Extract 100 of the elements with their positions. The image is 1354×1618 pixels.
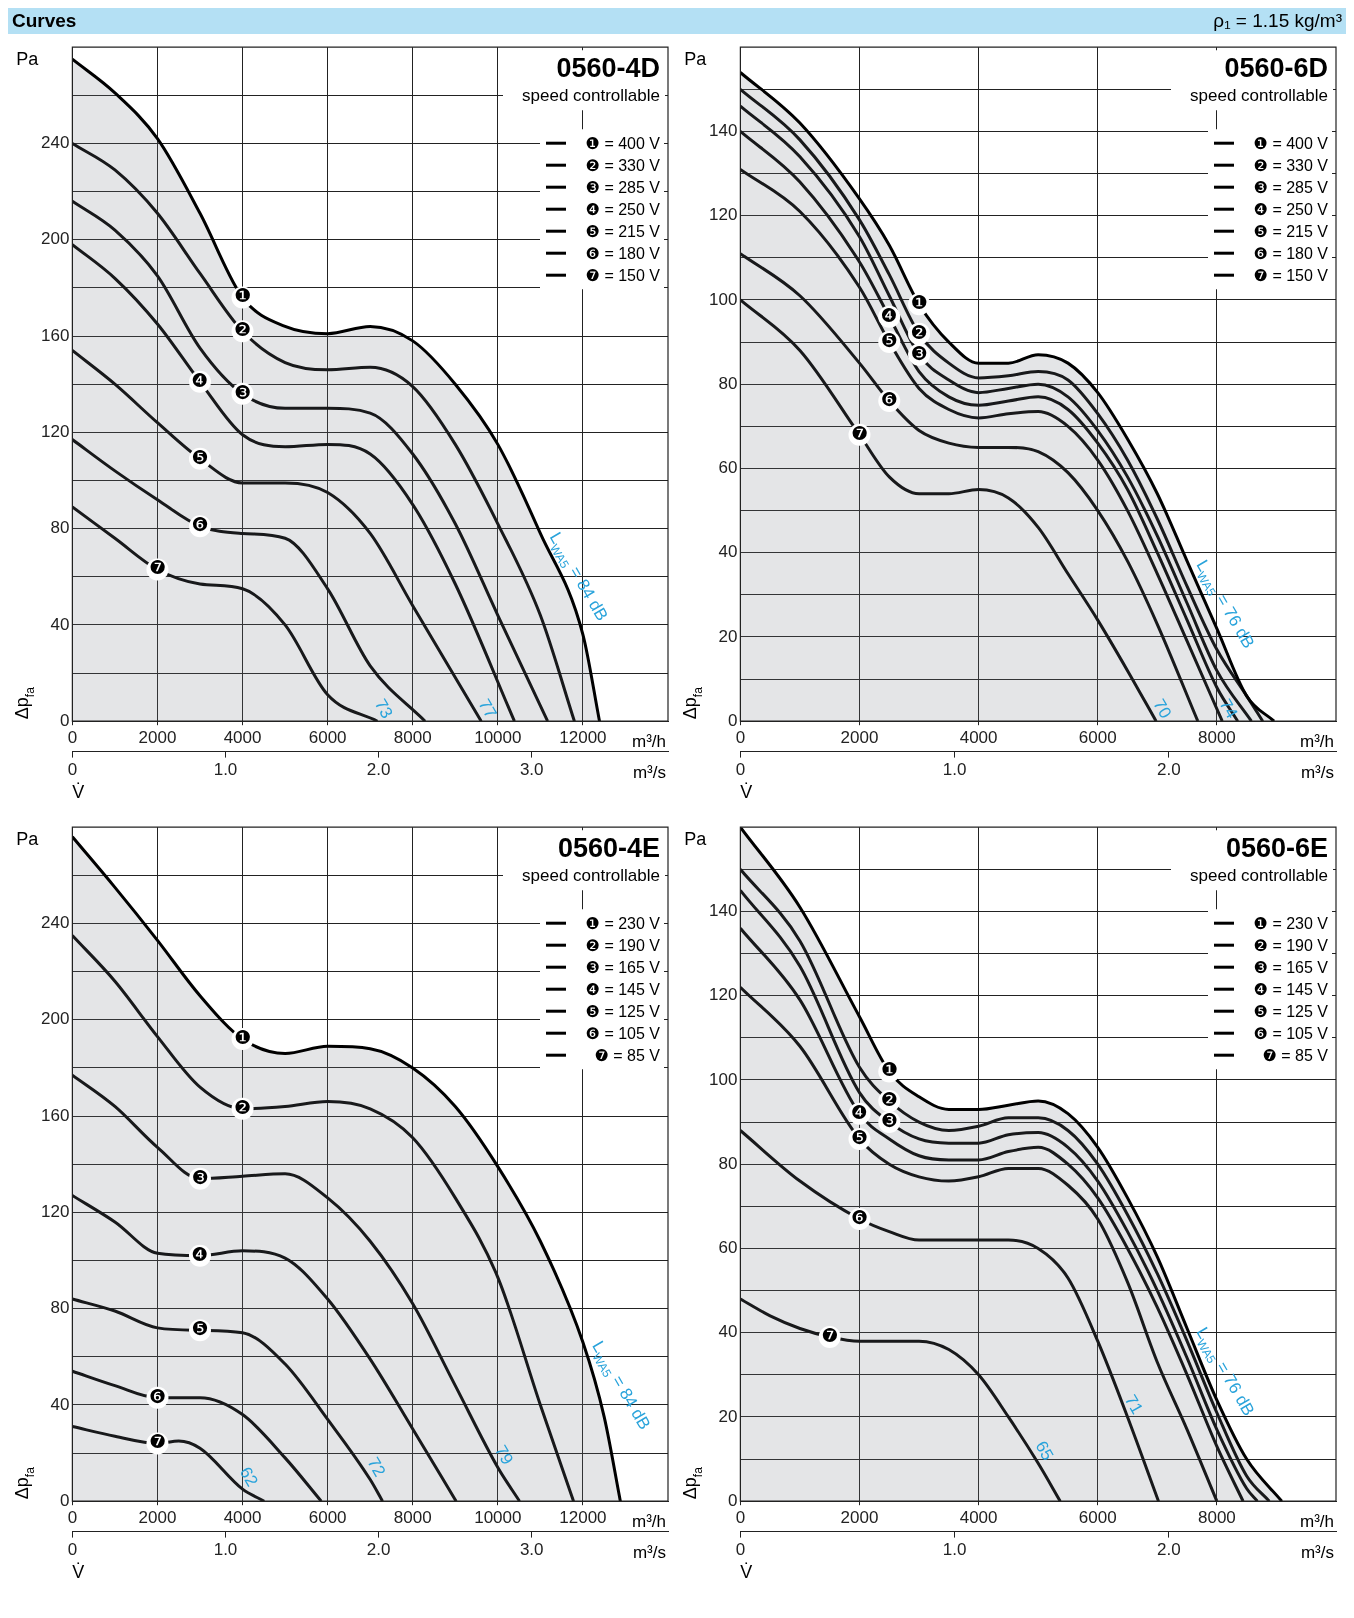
legend-label: ❶ = 230 V: [585, 915, 661, 933]
x2-tick-label: 2.0: [1157, 760, 1181, 780]
x-tick-label: 10000: [474, 1508, 522, 1528]
annotation: ❻: [850, 1205, 869, 1228]
annotation: ❼: [148, 556, 166, 579]
legend-label: ❺ = 215 V: [1253, 223, 1329, 241]
line-series: [72, 438, 427, 722]
legend-label: ❺ = 125 V: [585, 1003, 661, 1021]
y-axis-title: Δpfa: [12, 1466, 37, 1500]
y-tick-label: 160: [40, 325, 70, 345]
text: speed controllable: [1190, 866, 1328, 886]
y-axis-title: Δpfa: [680, 686, 705, 720]
legend-label: ❼ = 150 V: [585, 267, 661, 285]
annotation: ❷: [910, 320, 928, 343]
annotation: ❷: [234, 318, 252, 341]
y-tick-label: 60: [718, 1238, 738, 1258]
x-tick-label: 2000: [138, 1508, 177, 1528]
annotation: ❺: [880, 329, 898, 352]
legend-label: ❻ = 180 V: [585, 245, 661, 263]
annotation: 65: [1031, 1437, 1058, 1464]
annotation: ❶: [910, 291, 928, 314]
x-axis-title: m³/h: [1300, 1512, 1334, 1532]
line-series: [72, 1369, 323, 1502]
line-series: [72, 1073, 522, 1502]
y-tick-label: 200: [40, 229, 70, 249]
legend-label: ❺ = 215 V: [585, 223, 661, 241]
y-tick-label: 120: [708, 985, 738, 1005]
annotation: 72: [363, 1454, 390, 1480]
y-tick-label: 100: [708, 1069, 738, 1089]
annotation: ❼: [821, 1323, 839, 1346]
annotation: 71: [1120, 1391, 1147, 1418]
annotation: ❹: [850, 1100, 869, 1123]
x2-tick-label: 3.0: [519, 760, 544, 780]
annotation: ❺: [191, 1317, 209, 1340]
x-tick-label: 2000: [840, 1508, 879, 1528]
x-tick-label: 10000: [474, 728, 522, 748]
x-tick-label: 4000: [959, 728, 998, 748]
text: Pa: [684, 49, 708, 70]
x-tick-label: 6000: [1078, 728, 1117, 748]
annotation: ❻: [148, 1384, 166, 1407]
x-tick-label: 2000: [840, 728, 879, 748]
text: V̇: [72, 782, 85, 802]
x-tick-label: 4000: [959, 1508, 998, 1528]
y-tick-label: 120: [40, 1202, 70, 1222]
x2-tick-label: 2.0: [366, 1540, 391, 1560]
y-tick-label: 20: [718, 1406, 738, 1426]
y-tick-label: 40: [718, 542, 738, 562]
y-tick-label: 0: [727, 1490, 738, 1510]
x2-tick-label: 1.0: [942, 760, 967, 780]
text: speed controllable: [522, 86, 660, 106]
chart-title: 0560-6E: [1225, 833, 1329, 864]
annotation: ❸: [191, 1165, 209, 1188]
annotation: ❶: [880, 1058, 898, 1081]
chart-title: 0560-4E: [557, 833, 661, 864]
x2-axis-title: m³/s: [632, 762, 666, 782]
text: speed controllable: [1190, 86, 1328, 106]
annotation: 77: [474, 695, 501, 722]
x2-axis-title: m³/s: [1300, 762, 1334, 782]
y-tick-label: 40: [50, 1394, 70, 1414]
x-tick-label: 8000: [1197, 1508, 1236, 1528]
legend-label: ❹ = 250 V: [1253, 201, 1329, 219]
legend-label: ❷ = 190 V: [585, 937, 661, 955]
annotation: 62: [235, 1463, 262, 1490]
x-tick-label: 2000: [138, 728, 177, 748]
x2-axis-title: m³/s: [632, 1542, 666, 1562]
x2-tick-label: 1.0: [213, 1540, 238, 1560]
legend-label: ❸ = 165 V: [1253, 959, 1329, 977]
line-series: [72, 1425, 266, 1502]
annotation: ❸: [880, 1109, 898, 1132]
y-tick-label: 240: [40, 913, 70, 933]
text: Pa: [684, 829, 708, 850]
legend-label: ❸ = 285 V: [1253, 179, 1329, 197]
y-tick-label: 120: [40, 422, 70, 442]
legend-label: ❶ = 400 V: [1253, 135, 1329, 153]
x-tick-label: 4000: [223, 1508, 262, 1528]
text: ρ₁ = 1.15 kg/m³: [1213, 10, 1342, 31]
x-tick-label: 4000: [223, 728, 262, 748]
annotation: 73: [370, 695, 397, 722]
legend-label: ❹ = 250 V: [585, 201, 661, 219]
y-tick-label: 80: [718, 373, 738, 393]
legend-label: ❼ = 150 V: [1253, 267, 1329, 285]
y-tick-label: 200: [40, 1009, 70, 1029]
y-tick-label: 140: [708, 121, 738, 141]
text: V̇: [740, 782, 753, 802]
x2-tick-label: 3.0: [519, 1540, 544, 1560]
text: V̇: [740, 1562, 753, 1582]
y-tick-label: 0: [59, 710, 70, 730]
y-axis-title: Δpfa: [680, 1466, 705, 1500]
x-axis-title: m³/h: [632, 732, 666, 752]
line-series: [740, 1297, 1062, 1502]
legend-label: ❹ = 145 V: [1253, 981, 1329, 999]
y-tick-label: 60: [718, 458, 738, 478]
annotation: ❸: [234, 380, 252, 403]
y-tick-label: 20: [718, 626, 738, 646]
x-axis-title: m³/h: [632, 1512, 666, 1532]
annotation: ❼: [850, 421, 869, 444]
annotation: ❻: [880, 387, 898, 410]
legend-label: ❸ = 285 V: [585, 179, 661, 197]
legend-label: ❻ = 105 V: [585, 1025, 661, 1043]
legend-label: ❹ = 145 V: [585, 981, 661, 999]
